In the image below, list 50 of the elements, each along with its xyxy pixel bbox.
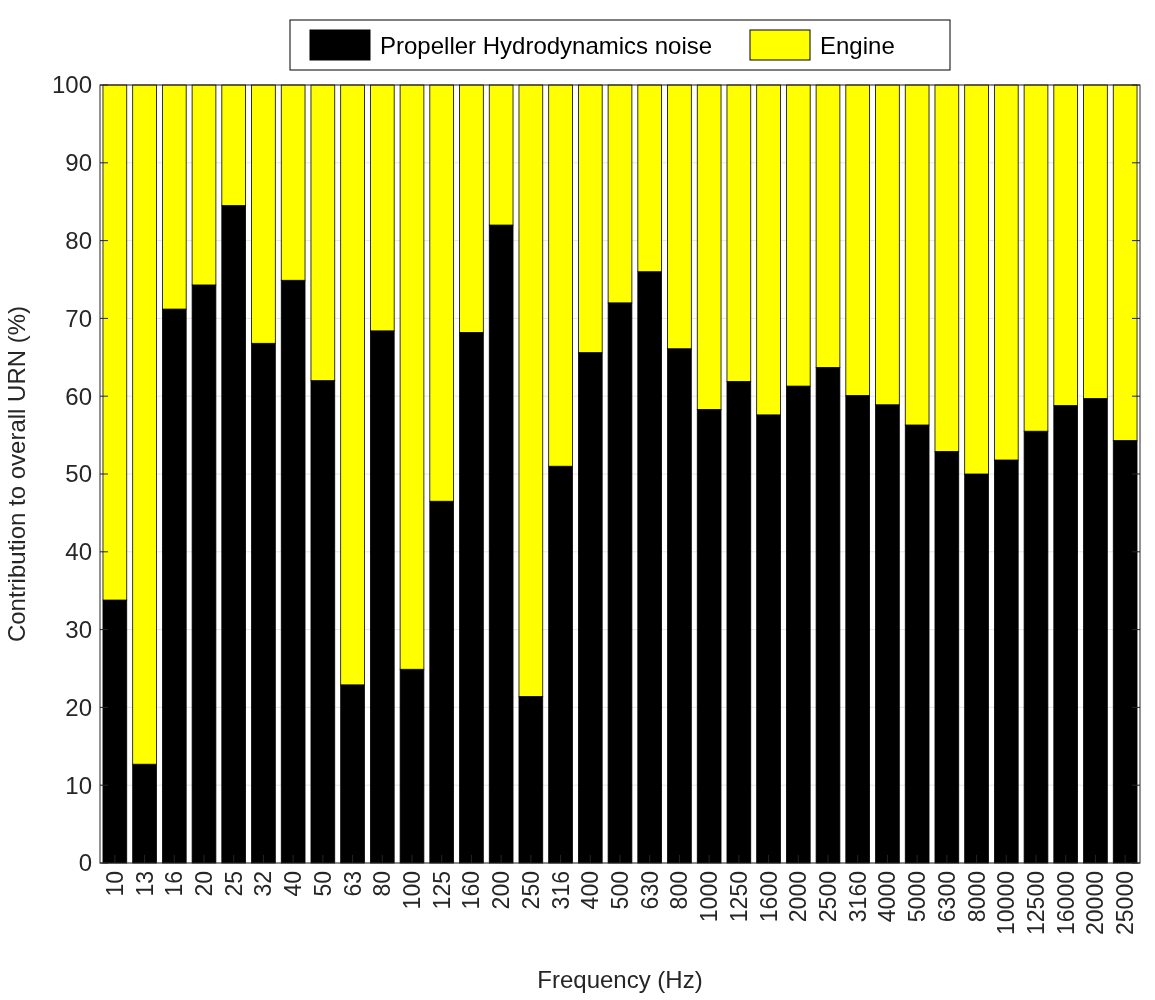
x-tick-label: 100 — [399, 871, 426, 910]
x-tick-label: 1600 — [755, 871, 782, 923]
y-tick-label: 80 — [65, 227, 92, 254]
x-tick-label: 1250 — [725, 871, 752, 923]
y-tick-label: 60 — [65, 382, 92, 410]
x-tick-label: 160 — [458, 871, 485, 910]
x-tick-label: 16 — [161, 871, 188, 897]
x-tick-label: 630 — [636, 871, 663, 910]
x-tick-label: 12500 — [1023, 871, 1050, 935]
y-tick-label: 40 — [65, 538, 92, 566]
x-tick-label: 250 — [517, 871, 544, 910]
x-tick-label: 40 — [280, 871, 307, 897]
x-tick-label: 400 — [577, 871, 604, 910]
x-tick-label: 1000 — [696, 871, 723, 923]
legend-label: Engine — [820, 32, 895, 59]
y-tick-label: 50 — [65, 460, 92, 488]
x-tick-label: 500 — [607, 871, 634, 910]
x-tick-label: 63 — [339, 871, 366, 897]
x-tick-label: 2500 — [815, 871, 842, 923]
x-tick-label: 32 — [250, 871, 277, 897]
y-tick-label: 30 — [65, 616, 92, 643]
x-tick-label: 8000 — [963, 871, 990, 923]
x-tick-label: 10000 — [993, 871, 1020, 935]
y-tick-label: 10 — [65, 771, 92, 799]
x-tick-label: 10 — [101, 871, 128, 897]
x-tick-label: 316 — [547, 871, 574, 910]
y-tick-label: 70 — [65, 304, 92, 332]
x-tick-label: 25000 — [1112, 871, 1139, 935]
y-tick-label: 0 — [78, 849, 92, 877]
y-axis-title: Contribution to overall URN (%) — [3, 305, 30, 643]
x-tick-label: 50 — [309, 871, 336, 897]
x-tick-label: 4000 — [874, 871, 901, 923]
x-tick-label: 2000 — [785, 871, 812, 923]
x-axis-title: Frequency (Hz) — [537, 966, 703, 993]
x-tick-label: 5000 — [904, 871, 931, 923]
x-tick-label: 16000 — [1052, 871, 1079, 935]
y-tick-label: 100 — [51, 71, 92, 99]
x-tick-label: 125 — [428, 871, 455, 910]
x-tick-label: 6300 — [933, 871, 960, 923]
x-tick-label: 25 — [220, 871, 247, 897]
x-tick-label: 80 — [369, 871, 396, 897]
y-tick-label: 20 — [65, 693, 92, 721]
x-tick-label: 20 — [191, 871, 218, 897]
x-tick-label: 20000 — [1082, 871, 1109, 935]
x-tick-label: 200 — [488, 871, 515, 910]
y-tick-label: 90 — [65, 149, 92, 177]
x-tick-label: 3160 — [844, 871, 871, 923]
legend-label: Propeller Hydrodynamics noise — [380, 32, 713, 59]
x-tick-label: 800 — [666, 871, 693, 910]
x-tick-label: 13 — [131, 871, 158, 897]
